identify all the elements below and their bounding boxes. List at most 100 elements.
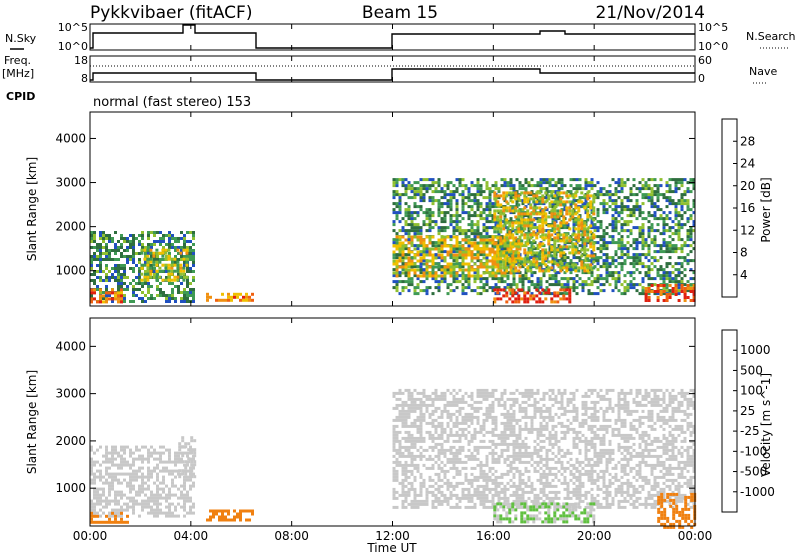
velocity-echo-cell (432, 398, 435, 401)
power-echo-cell (505, 200, 508, 203)
velocity-echo-cell (405, 401, 408, 404)
power-echo-cell (477, 202, 480, 205)
velocity-echo-cell (438, 425, 441, 428)
power-echo-cell (438, 247, 441, 250)
power-echo-cell (480, 292, 483, 295)
power-echo-cell (450, 202, 453, 205)
velocity-echo-cell (447, 503, 450, 506)
velocity-echo-cell (111, 521, 114, 524)
power-echo-cell (678, 283, 681, 286)
velocity-echo-cell (441, 494, 444, 497)
power-echo-cell (517, 245, 520, 248)
velocity-echo-cell (251, 513, 254, 516)
power-echo-cell (477, 181, 480, 184)
power-echo-cell (420, 271, 423, 274)
power-echo-cell (538, 254, 541, 257)
power-echo-cell (429, 217, 432, 220)
power-echo-cell (546, 280, 549, 283)
power-echo-cell (624, 274, 627, 277)
power-echo-cell (186, 294, 189, 297)
power-echo-cell (93, 252, 96, 255)
power-echo-cell (161, 279, 164, 282)
power-echo-cell (615, 220, 618, 223)
power-echo-cell (408, 242, 411, 245)
velocity-echo-cell (138, 467, 141, 470)
power-echo-cell (568, 251, 571, 254)
power-echo-cell (565, 212, 568, 215)
power-echo-cell (553, 294, 556, 297)
velocity-echo-cell (453, 395, 456, 398)
power-echo-cell (468, 187, 471, 190)
power-echo-cell (565, 191, 568, 194)
power-echo-cell (171, 288, 174, 291)
power-echo-cell (552, 283, 555, 286)
power-echo-cell (462, 292, 465, 295)
power-echo-cell (636, 238, 639, 241)
velocity-echo-cell (156, 476, 159, 479)
power-echo-cell (477, 272, 480, 275)
power-echo-cell (468, 235, 471, 238)
power-echo-cell (405, 239, 408, 242)
velocity-echo-cell (150, 506, 153, 509)
power-echo-cell (633, 184, 636, 187)
power-echo-cell (117, 240, 120, 243)
velocity-echo-cell (462, 488, 465, 491)
power-echo-cell (99, 294, 102, 297)
power-echo-cell (583, 194, 586, 197)
power-echo-cell (129, 255, 132, 258)
power-echo-cell (411, 211, 414, 214)
power-echo-cell (627, 241, 630, 244)
velocity-echo-cell (417, 437, 420, 440)
power-echo-cell (675, 284, 678, 287)
power-echo-cell (450, 238, 453, 241)
velocity-echo-cell (408, 455, 411, 458)
velocity-echo-cell (123, 452, 126, 455)
velocity-echo-cell (450, 404, 453, 407)
velocity-echo-cell (159, 470, 162, 473)
power-echo-cell (615, 259, 618, 262)
power-echo-cell (108, 252, 111, 255)
power-echo-cell (441, 196, 444, 199)
power-echo-cell (114, 270, 117, 273)
power-echo-cell (600, 238, 603, 241)
power-echo-cell (571, 248, 574, 251)
velocity-echo-cell (423, 440, 426, 443)
power-echo-cell (111, 276, 114, 279)
velocity-echo-cell (396, 440, 399, 443)
power-echo-cell (417, 245, 420, 248)
power-echo-cell (486, 277, 489, 280)
velocity-echo-cell (435, 437, 438, 440)
velocity-echo-cell (393, 470, 396, 473)
power-echo-cell (544, 254, 547, 257)
power-echo-cell (183, 297, 186, 300)
velocity-echo-cell (132, 479, 135, 482)
power-echo-cell (227, 293, 230, 296)
power-echo-cell (402, 272, 405, 275)
power-echo-cell (147, 285, 150, 288)
velocity-echo-cell (147, 461, 150, 464)
velocity-echo-cell (450, 485, 453, 488)
velocity-echo-cell (444, 464, 447, 467)
power-echo-cell (511, 191, 514, 194)
velocity-echo-cell (162, 461, 165, 464)
power-echo-cell (405, 184, 408, 187)
velocity-echo-cell (459, 497, 462, 500)
velocity-echo-cell (192, 482, 195, 485)
power-echo-cell (144, 300, 147, 303)
power-echo-cell (126, 276, 129, 279)
power-echo-cell (480, 286, 483, 289)
power-echo-cell (502, 254, 505, 257)
velocity-echo-cell (411, 473, 414, 476)
velocity-echo-cell (393, 461, 396, 464)
power-echo-cell (486, 202, 489, 205)
power-echo-cell (532, 260, 535, 263)
power-echo-cell (405, 208, 408, 211)
power-echo-cell (462, 229, 465, 232)
power-echo-cell (577, 239, 580, 242)
power-echo-cell (526, 242, 529, 245)
power-echo-cell (654, 214, 657, 217)
power-echo-cell (477, 205, 480, 208)
velocity-echo-cell (459, 434, 462, 437)
power-echo-cell (468, 205, 471, 208)
velocity-echo-cell (438, 452, 441, 455)
